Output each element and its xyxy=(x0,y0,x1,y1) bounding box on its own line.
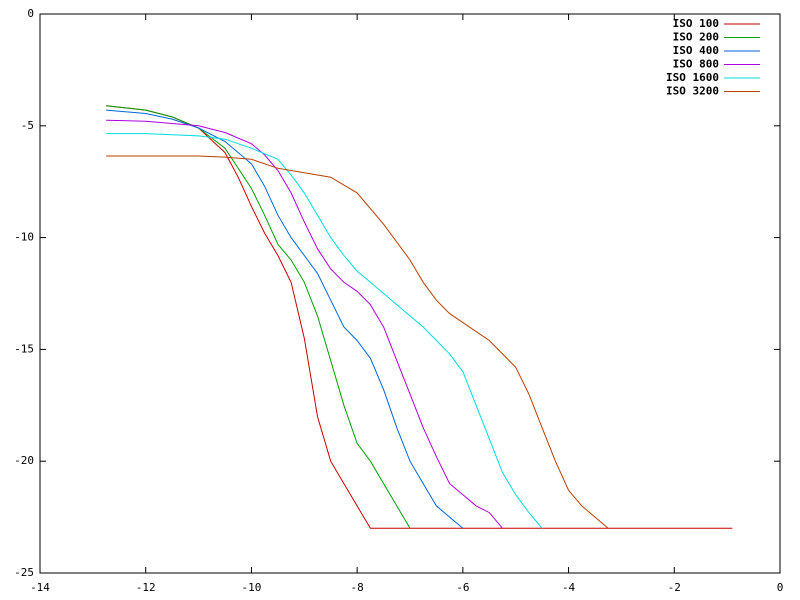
y-tick-label: -15 xyxy=(14,342,34,355)
y-tick-label: -5 xyxy=(21,119,34,132)
legend-label: ISO 1600 xyxy=(666,71,719,84)
x-tick-label: 0 xyxy=(777,581,784,594)
legend-label: ISO 800 xyxy=(673,58,719,71)
legend-label: ISO 400 xyxy=(673,44,719,57)
x-tick-label: -10 xyxy=(241,581,261,594)
x-tick-label: -4 xyxy=(562,581,576,594)
x-tick-label: -2 xyxy=(668,581,681,594)
series-line xyxy=(106,105,733,529)
plot-frame xyxy=(39,13,781,574)
legend-label: ISO 3200 xyxy=(666,85,719,98)
x-tick-label: -8 xyxy=(351,581,364,594)
series-line xyxy=(106,155,609,529)
series-line xyxy=(106,105,411,529)
y-tick-label: 0 xyxy=(27,7,34,20)
y-tick-label: -10 xyxy=(14,231,34,244)
y-tick-label: -20 xyxy=(14,454,34,467)
x-tick-label: -14 xyxy=(30,581,50,594)
series-line xyxy=(106,133,543,529)
y-tick-label: -25 xyxy=(14,566,34,579)
series-line xyxy=(106,109,464,529)
x-tick-label: -6 xyxy=(456,581,469,594)
series-line xyxy=(106,119,503,529)
legend-label: ISO 100 xyxy=(673,17,719,30)
x-tick-label: -12 xyxy=(136,581,156,594)
legend-label: ISO 200 xyxy=(673,31,719,44)
